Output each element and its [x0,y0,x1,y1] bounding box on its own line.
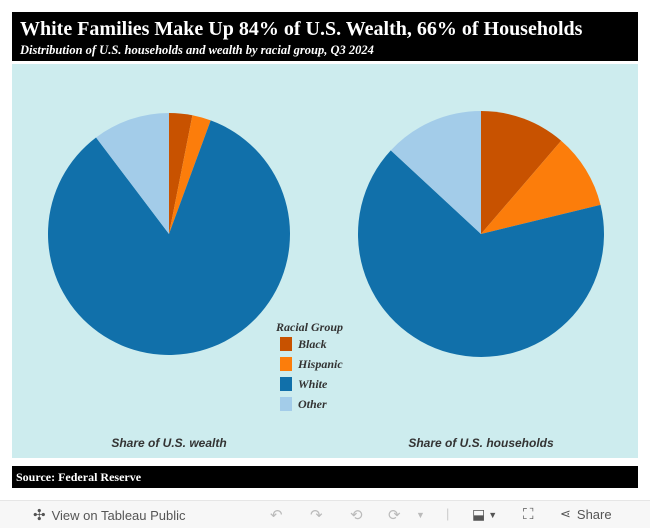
households-pie-caption: Share of U.S. households [408,436,554,450]
households-slice-other[interactable] [390,111,481,234]
legend-label: Black [298,336,327,351]
legend-item-other[interactable]: Other [280,396,327,412]
share-icon: ⋖ [560,506,571,521]
share-button[interactable]: ⋖ Share [560,506,612,522]
legend-item-hispanic[interactable]: Hispanic [280,356,343,372]
share-label: Share [576,506,612,522]
legend-swatch [280,337,292,351]
revert-icon[interactable]: ⟲ [350,507,363,524]
tableau-logo-icon: ✣ [33,507,46,524]
toolbar-divider: | [446,506,450,521]
chart-title: White Families Make Up 84% of U.S. Wealt… [20,18,583,40]
legend-item-white[interactable]: White [280,376,327,392]
view-on-tableau-label: View on Tableau Public [51,507,186,523]
legend-label: Hispanic [298,356,343,371]
legend-label: White [298,376,328,391]
source-bar: Source: Federal Reserve [12,466,638,488]
chart-header: White Families Make Up 84% of U.S. Wealt… [12,12,638,61]
wealth-slice-hispanic[interactable] [169,115,211,234]
fullscreen-icon[interactable]: ⛶ [523,506,534,523]
households-slice-hispanic[interactable] [481,140,601,234]
legend-title: Racial Group [276,320,344,334]
legend-swatch [280,357,292,371]
legend-item-black[interactable]: Black [280,336,327,352]
legend-swatch [280,397,292,411]
source-text: Source: Federal Reserve [16,470,142,484]
households-slice-black[interactable] [481,111,562,234]
wealth-pie-caption: Share of U.S. wealth [111,436,227,450]
legend-swatch [280,377,292,391]
undo-icon[interactable]: ↶ [270,507,283,524]
refresh-icon[interactable]: ⟳ [388,507,401,524]
chart-subtitle: Distribution of U.S. households and weal… [20,43,374,57]
legend-label: Other [298,396,327,411]
redo-icon[interactable]: ↷ [310,507,323,524]
wealth-slice-other[interactable] [96,113,169,234]
wealth-slice-black[interactable] [169,113,193,234]
download-icon[interactable]: ⬓ ▼ [472,506,498,522]
tableau-toolbar: ✣ View on Tableau Public ↶ ↷ ⟲ ⟳ ▼ | ⬓ ▼ … [0,500,650,528]
view-on-tableau-button[interactable]: ✣ View on Tableau Public [33,506,186,524]
wealth-slice-white[interactable] [47,120,290,355]
refresh-dropdown-icon[interactable]: ▼ [416,510,425,520]
households-slice-white[interactable] [357,150,604,358]
